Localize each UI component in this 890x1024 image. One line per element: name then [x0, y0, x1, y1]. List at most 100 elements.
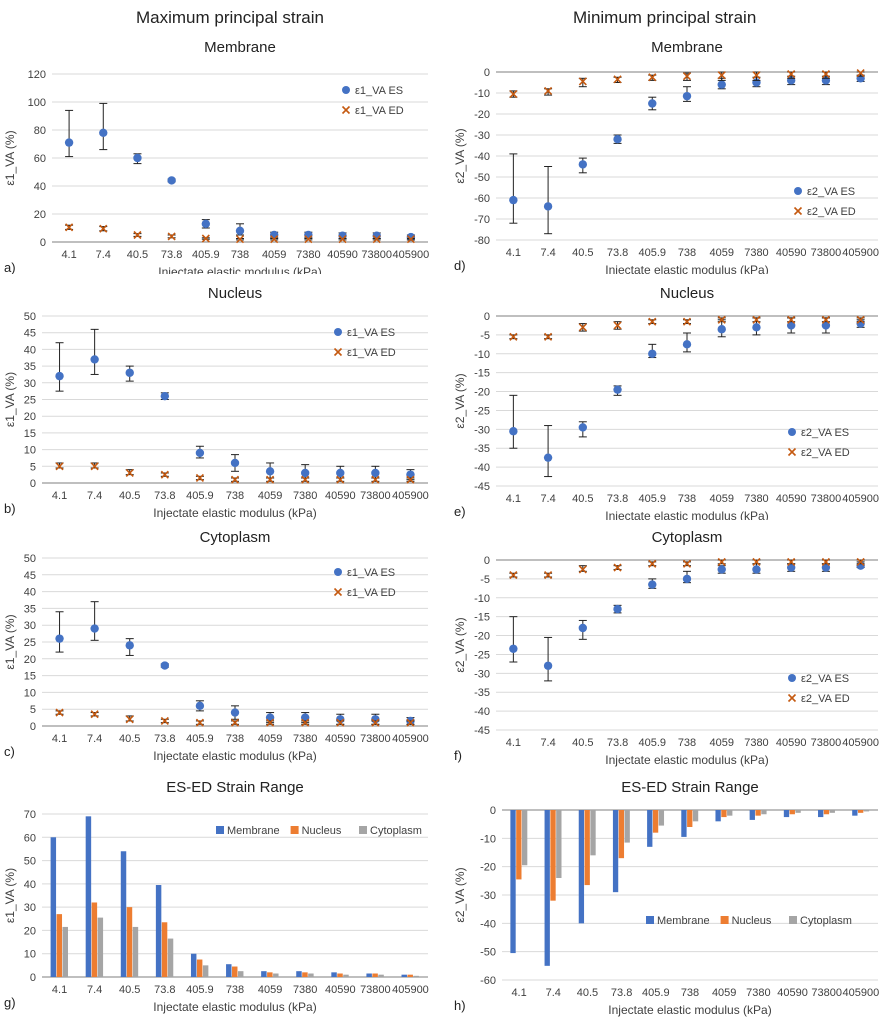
x-tick-label: 405.9	[639, 493, 667, 505]
x-tick-label: 4.1	[61, 249, 76, 261]
bar	[407, 974, 413, 977]
marker-circle	[265, 467, 275, 476]
marker-circle	[682, 340, 692, 349]
marker-cross	[372, 235, 381, 244]
marker-cross	[613, 563, 622, 572]
data-point	[195, 718, 204, 727]
legend-swatch	[646, 916, 654, 924]
chart-g-svg: ES-ED Strain Range 0 10 20 30 40 50 60 70 4.1 7.4 4…	[3, 779, 429, 1014]
marker-cross	[821, 557, 830, 566]
x-tick-label: 4059	[709, 493, 733, 505]
x-tick-label: 405900	[843, 987, 880, 999]
bar	[863, 810, 870, 812]
x-tick-label: 73800	[360, 733, 391, 745]
bar	[296, 971, 302, 977]
x-tick-label: 7380	[744, 493, 768, 505]
x-tick-label: 405900	[393, 249, 430, 261]
y-tick-label: 20	[24, 411, 36, 423]
y-tick-label: 40	[24, 587, 36, 599]
left-column-heading: Maximum principal strain	[136, 8, 324, 27]
chart-title: ES-ED Strain Range	[621, 779, 759, 796]
y-axis-title: ε1_VA (%)	[3, 868, 17, 923]
marker-cross	[266, 475, 275, 484]
marker-circle	[371, 468, 380, 478]
y-tick-label: 5	[30, 461, 36, 473]
marker-circle	[195, 701, 205, 711]
data-point	[167, 176, 176, 185]
y-tick-label: 45	[24, 328, 36, 340]
marker-circle	[752, 323, 761, 332]
marker-cross	[235, 235, 245, 244]
chart-h-svg: ES-ED Strain Range 0 -10 -20 -30 -40 -50 -60 4.1…	[453, 779, 880, 1017]
x-tick-label: 7.4	[87, 733, 102, 745]
x-tick-label: 738	[678, 247, 696, 259]
legend-swatch	[789, 916, 797, 924]
bar	[783, 810, 790, 818]
data-point	[90, 328, 99, 375]
marker-cross	[133, 230, 142, 240]
bar	[62, 926, 68, 977]
legend-label: ε1_VA ED	[355, 105, 404, 117]
data-point	[856, 315, 865, 324]
marker-cross	[578, 565, 587, 574]
bar	[590, 810, 596, 856]
bar	[167, 938, 174, 977]
data-point	[336, 475, 345, 484]
bar	[337, 973, 343, 977]
marker-circle	[160, 391, 170, 401]
marker-circle	[269, 230, 279, 240]
y-tick-label: 0	[30, 478, 36, 490]
y-tick-label: 15	[24, 428, 36, 440]
marker-cross	[230, 718, 240, 727]
marker-circle	[133, 153, 142, 163]
marker-circle	[509, 195, 518, 205]
marker-cross	[544, 86, 553, 95]
y-axis-title: ε1_VA (%)	[3, 372, 17, 427]
marker-cross	[167, 232, 176, 241]
marker-circle	[578, 423, 588, 432]
data-point	[55, 611, 64, 653]
chart-a-svg: Membrane 0 20 40 60 80 100 120 4.1 7.4 40.5 73.8 405…	[3, 39, 430, 274]
x-tick-label: 7.4	[96, 249, 111, 261]
legend-swatch	[216, 826, 224, 834]
data-point	[160, 391, 170, 401]
bar	[161, 922, 168, 977]
x-tick-label: 405900	[842, 737, 879, 749]
marker-cross	[509, 89, 518, 99]
bar	[858, 810, 864, 813]
legend-swatch	[359, 826, 367, 834]
data-point	[371, 718, 380, 727]
marker-cross	[717, 557, 726, 566]
marker-circle	[613, 135, 622, 144]
legend-marker	[334, 328, 342, 336]
y-tick-label: -20	[474, 109, 490, 121]
y-tick-label: 5	[30, 704, 36, 716]
x-axis-title: Injectate elastic modulus (kPa)	[605, 509, 768, 520]
y-tick-label: 35	[24, 361, 36, 373]
marker-circle	[578, 623, 588, 633]
y-tick-label: 30	[24, 378, 36, 390]
y-tick-label: 80	[34, 125, 46, 137]
data-point	[613, 75, 622, 84]
data-point	[372, 235, 381, 244]
y-tick-label: 60	[34, 153, 46, 165]
y-tick-label: 10	[24, 445, 36, 457]
marker-cross	[160, 716, 169, 726]
panel-label: h)	[454, 998, 466, 1013]
x-tick-label: 7.4	[540, 737, 555, 749]
x-tick-label: 40.5	[572, 493, 593, 505]
chart-title: Membrane	[651, 39, 723, 56]
data-point	[717, 565, 726, 574]
data-point	[509, 153, 518, 224]
x-tick-label: 405.9	[186, 984, 214, 996]
marker-circle	[55, 371, 64, 381]
x-tick-label: 7380	[293, 984, 317, 996]
x-tick-label: 7.4	[87, 490, 102, 502]
data-point	[195, 700, 205, 712]
y-tick-label: 40	[24, 879, 36, 891]
y-tick-label: -45	[474, 481, 490, 493]
y-tick-label: -60	[474, 193, 490, 205]
marker-circle	[543, 202, 553, 211]
x-tick-label: 7380	[744, 247, 768, 259]
marker-cross	[301, 475, 310, 484]
